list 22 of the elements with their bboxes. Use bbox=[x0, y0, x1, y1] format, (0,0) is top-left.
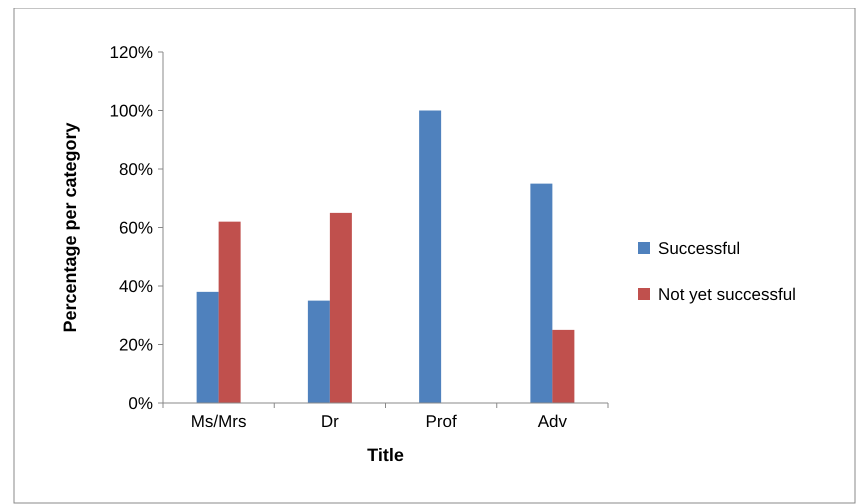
y-tick-label: 40% bbox=[118, 276, 153, 296]
bar bbox=[308, 300, 330, 403]
y-tick-label: 80% bbox=[118, 160, 153, 179]
x-tick-label: Prof bbox=[426, 412, 457, 431]
y-tick-label: 60% bbox=[118, 218, 153, 238]
bar bbox=[196, 292, 219, 403]
legend-label: Successful bbox=[658, 238, 740, 258]
x-tick-label: Adv bbox=[538, 412, 568, 431]
bar bbox=[218, 222, 241, 403]
bar bbox=[552, 330, 574, 403]
x-tick-label: Ms/Mrs bbox=[190, 412, 246, 431]
x-tick-label: Dr bbox=[320, 412, 340, 431]
y-tick-label: 20% bbox=[118, 335, 153, 354]
bar bbox=[419, 110, 442, 403]
legend-label: Not yet successful bbox=[658, 284, 796, 304]
x-axis-title: Title bbox=[367, 445, 404, 465]
y-axis-title: Percentage per category bbox=[60, 122, 80, 333]
y-tick-label: 100% bbox=[110, 101, 153, 120]
bar bbox=[530, 184, 552, 403]
y-tick-label: 0% bbox=[128, 394, 153, 413]
bar bbox=[330, 212, 352, 403]
y-tick-label: 120% bbox=[110, 42, 153, 62]
